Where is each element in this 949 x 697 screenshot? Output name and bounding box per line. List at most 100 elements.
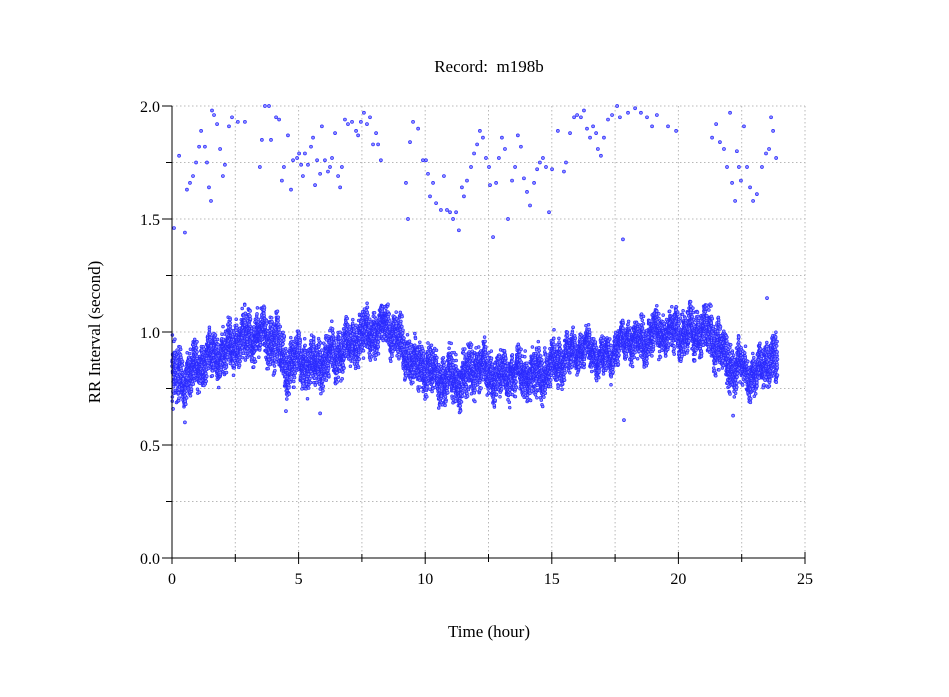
data-point [257, 355, 261, 359]
data-point [255, 306, 260, 310]
data-point [314, 380, 319, 385]
data-point [430, 389, 434, 394]
data-point [210, 374, 215, 378]
data-point [321, 384, 326, 389]
gridlines [172, 105, 806, 558]
data-point [276, 318, 280, 323]
data-point [321, 389, 325, 393]
data-point [221, 324, 225, 329]
data-point [205, 374, 209, 378]
data-point [184, 402, 188, 406]
data-point [273, 368, 277, 373]
data-point [354, 323, 358, 328]
data-point [188, 394, 193, 398]
data-point [216, 385, 221, 390]
data-point [330, 319, 334, 324]
data-point [281, 342, 285, 346]
data-point [404, 373, 409, 378]
data-point [338, 336, 343, 340]
data-point [425, 394, 429, 399]
data-point [374, 316, 378, 321]
data-point [275, 309, 280, 314]
data-point [342, 366, 346, 371]
data-point [272, 364, 277, 368]
data-point [413, 336, 418, 341]
data-point [386, 302, 390, 306]
data-point [340, 376, 344, 381]
data-point [312, 340, 316, 345]
chart-title: Record: m198b [434, 57, 544, 76]
data-point [442, 363, 446, 368]
data-point [266, 354, 270, 359]
data-point [418, 385, 422, 389]
data-point [356, 365, 361, 370]
data-point [381, 338, 385, 343]
data-point [240, 355, 245, 360]
data-point [340, 370, 345, 374]
data-point [336, 375, 341, 379]
data-point [204, 379, 208, 383]
data-point [376, 344, 381, 349]
data-point [240, 345, 244, 350]
data-point [387, 312, 391, 317]
data-point [332, 341, 337, 345]
data-point [231, 373, 236, 378]
data-points [170, 104, 780, 425]
data-point [365, 305, 370, 309]
data-point [298, 338, 302, 343]
data-point [399, 319, 403, 324]
data-point [210, 369, 215, 373]
data-point [390, 354, 394, 358]
data-point [292, 375, 297, 380]
data-point [226, 358, 231, 362]
data-point [326, 366, 331, 371]
data-point [429, 343, 434, 348]
data-point [301, 382, 306, 386]
data-point [269, 316, 274, 320]
data-point [373, 357, 378, 361]
data-point [401, 328, 405, 332]
data-point [411, 380, 415, 385]
data-point [187, 351, 192, 356]
data-point [351, 317, 355, 322]
data-point [224, 365, 229, 369]
data-point [228, 317, 232, 322]
data-point [195, 340, 199, 344]
data-point [394, 321, 399, 326]
data-point [281, 330, 285, 335]
data-point [442, 360, 447, 364]
data-point [377, 336, 381, 341]
data-point [180, 359, 185, 364]
data-point [197, 390, 202, 394]
data-point [178, 347, 183, 352]
data-point [277, 327, 281, 332]
data-point [255, 312, 259, 316]
data-point [184, 396, 189, 400]
data-point [287, 392, 291, 396]
data-point [278, 324, 283, 329]
data-point [184, 389, 189, 393]
data-point [333, 336, 338, 341]
data-point [305, 396, 310, 401]
data-point [258, 346, 262, 351]
data-point [276, 315, 281, 320]
data-point [436, 406, 441, 410]
data-point [366, 313, 370, 318]
data-point [348, 364, 353, 369]
data-point [238, 359, 242, 364]
data-point [243, 311, 248, 316]
data-point [213, 333, 218, 337]
data-point [287, 385, 291, 390]
data-point [415, 348, 420, 352]
data-point [242, 303, 247, 307]
data-point [398, 310, 403, 315]
data-point [191, 382, 196, 386]
data-point [421, 352, 426, 356]
data-point [256, 317, 261, 322]
data-point [308, 380, 313, 385]
data-point [441, 355, 446, 360]
data-point [368, 358, 373, 362]
data-point [372, 311, 377, 315]
data-point [394, 310, 398, 314]
